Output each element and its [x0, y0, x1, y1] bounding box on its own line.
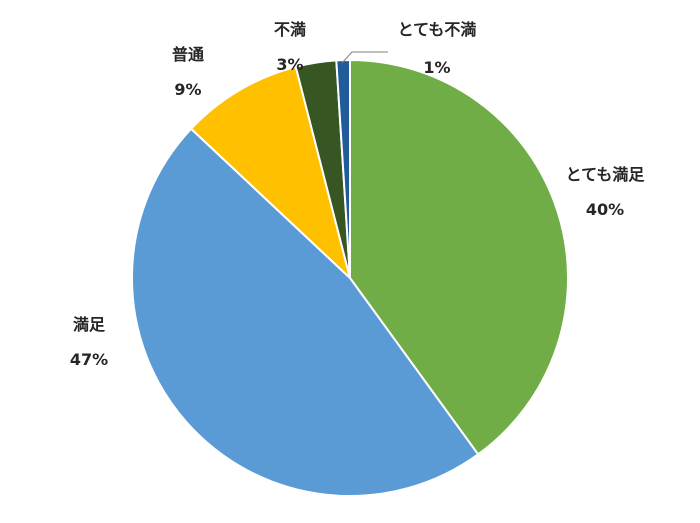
label-dissatisfied-pct: 3%	[276, 55, 303, 74]
label-very-satisfied-name: とても満足	[566, 165, 646, 184]
label-satisfied-pct: 47%	[70, 350, 108, 369]
label-satisfied-name: 満足	[73, 315, 106, 334]
pie-slices	[131, 58, 570, 498]
label-neutral-pct: 9%	[174, 80, 201, 99]
slice-neutral	[189, 65, 352, 282]
leader-line-very-dissatisfied	[341, 51, 388, 64]
slice-satisfied	[131, 127, 480, 498]
slice-very-satisfied	[349, 58, 570, 456]
label-dissatisfied-name: 不満	[274, 20, 306, 39]
label-very-dissatisfied-pct: 1%	[423, 58, 450, 77]
label-very-dissatisfied-name: とても不満	[398, 20, 477, 39]
label-very-satisfied-pct: 40%	[586, 200, 624, 219]
slice-very-dissatisfied	[335, 58, 351, 279]
label-neutral-name: 普通	[172, 45, 204, 64]
